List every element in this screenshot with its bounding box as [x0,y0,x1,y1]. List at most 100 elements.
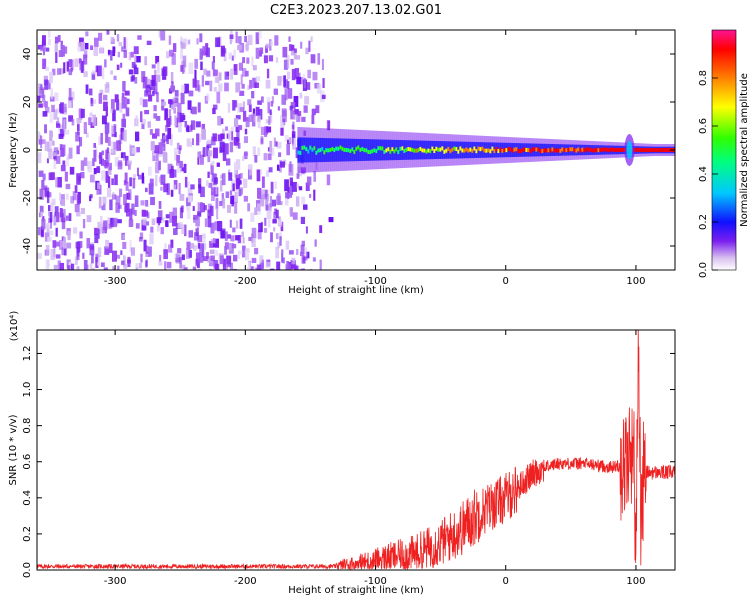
heatmap-cell [156,92,159,103]
heatmap-cell [108,162,112,171]
heatmap-cell [193,232,199,241]
heatmap-cell [229,262,234,270]
heatmap-cell [491,146,494,151]
heatmap-cell [58,133,64,139]
heatmap-cell [288,44,293,51]
heatmap-cell [150,226,154,233]
heatmap-cell [44,124,48,134]
heatmap-cell [118,41,123,47]
heatmap-cell [169,211,174,223]
heatmap-cell [170,189,174,197]
heatmap-cell [197,242,201,249]
heatmap-cell [173,179,178,190]
heatmap-cell [186,207,191,219]
heatmap-cell [305,182,310,192]
heatmap-cell [281,249,284,254]
heatmap-cell [221,47,227,54]
heatmap-cell [41,35,46,46]
heatmap-cell [301,240,306,247]
heatmap-cell [70,196,75,204]
heatmap-cell [112,266,115,270]
heatmap-cell [100,215,103,224]
heatmap-cell [40,144,43,149]
heatmap-cell [128,219,134,227]
heatmap-cell [136,147,140,153]
heatmap-cell [215,250,218,256]
heatmap-cell [265,170,270,177]
heatmap-cell [63,103,67,113]
heatmap-cell [289,207,292,215]
heatmap-cell [167,163,173,174]
heatmap-cell [148,94,153,102]
heatmap-cell [315,137,318,163]
heatmap-cell [401,146,404,151]
heatmap-cell [80,171,85,179]
heatmap-cell [114,132,117,138]
heatmap-cell [549,148,552,153]
heatmap-cell [258,31,262,39]
heatmap-cell [557,148,560,153]
heatmap-cell [525,147,528,152]
heatmap-cell [85,42,89,50]
heatmap-cell [55,177,58,188]
heatmap-cell [112,46,116,57]
heatmap-cell [129,144,132,155]
heatmap-cell [130,247,135,256]
heatmap-cell [319,225,323,233]
heatmap-cell [244,151,248,156]
heatmap-cell [196,38,199,45]
heatmap-cell [60,40,63,49]
heatmap-cell [167,127,172,140]
heatmap-cell [281,122,285,128]
heatmap-cell [162,138,166,148]
heatmap-cell [303,145,306,150]
heatmap-cell [521,148,524,153]
heatmap-cell [421,148,424,153]
heatmap-cell [555,148,558,153]
heatmap-cell [248,266,254,270]
heatmap-cell [143,239,147,252]
heatmap-cell [537,147,540,152]
heatmap-cell [50,248,55,260]
heatmap-cell [83,71,88,77]
heatmap-cell [100,158,104,166]
heatmap-cell [37,227,41,236]
heatmap-cell [57,34,61,43]
heatmap-cell [233,162,237,174]
heatmap-cell [409,147,412,152]
heatmap-cell [103,94,108,101]
heatmap-cell [293,95,299,107]
heatmap-cell [66,61,69,72]
heatmap-cell [76,266,80,270]
heatmap-cell [139,232,144,240]
heatmap-cell [202,256,208,262]
heatmap-cell [234,191,238,204]
heatmap-cell [199,243,205,252]
heatmap-cell [565,148,568,153]
heatmap-cell [185,248,191,259]
heatmap-cell [347,148,350,153]
heatmap-cell [116,64,120,71]
heatmap-cell [242,245,246,258]
heatmap-cell [92,158,95,167]
heatmap-cell [282,257,285,264]
heatmap-cell [495,146,498,151]
heatmap-cell [255,106,260,116]
heatmap-cell [515,147,518,152]
heatmap-cell [263,55,268,64]
heatmap-cell [176,142,180,150]
heatmap-cell [52,152,57,157]
snr-x-axis-label: Height of straight line (km) [288,585,424,596]
heatmap-cell [265,45,268,53]
heatmap-cell [179,207,183,219]
heatmap-cell [211,187,216,196]
heatmap-cell [160,227,164,235]
heatmap-cell [135,267,139,270]
heatmap-cell [599,147,602,152]
heatmap-cell [51,104,55,112]
heatmap-cell [254,247,259,255]
heatmap-cell [137,35,142,40]
heatmap-cell [254,207,258,215]
heatmap-cell [55,52,58,63]
heatmap-cell [268,115,271,125]
